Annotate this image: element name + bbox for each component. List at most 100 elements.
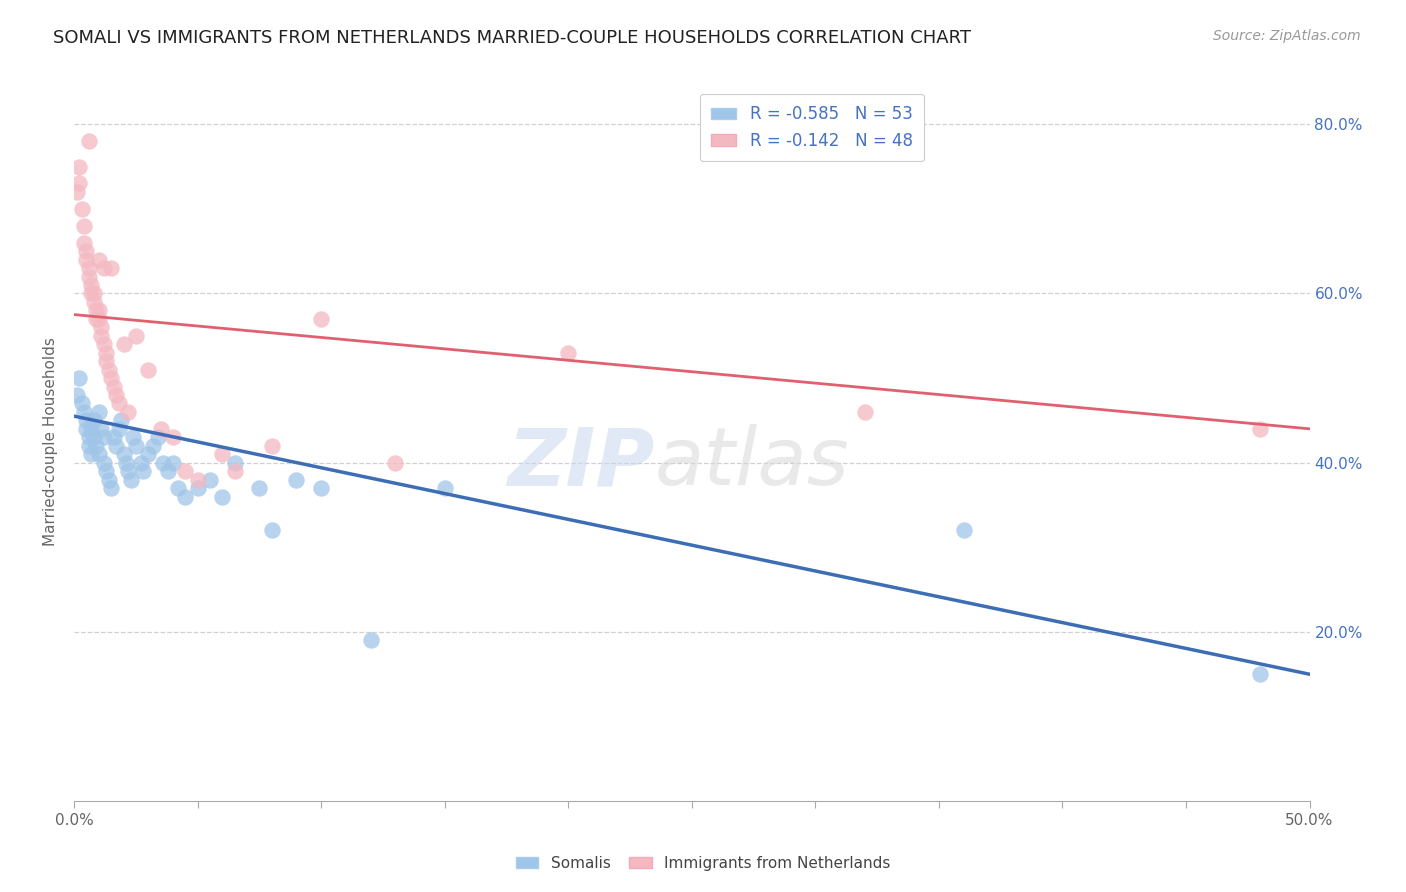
Point [384, 456, 406, 470]
Point [132, 464, 155, 478]
Point [149, 422, 172, 436]
Point [73, 219, 96, 233]
Point [93, 337, 115, 351]
Point [86, 439, 108, 453]
Point [90, 328, 112, 343]
Point [93, 261, 115, 276]
Point [75, 244, 97, 259]
Point [90, 320, 112, 334]
Point [77, 430, 100, 444]
Text: SOMALI VS IMMIGRANTS FROM NETHERLANDS MARRIED-COUPLE HOUSEHOLDS CORRELATION CHAR: SOMALI VS IMMIGRANTS FROM NETHERLANDS MA… [53, 29, 972, 46]
Point [65, 185, 87, 199]
Point [260, 439, 283, 453]
Point [77, 439, 100, 453]
Point [87, 447, 110, 461]
Point [80, 447, 103, 461]
Point [83, 413, 105, 427]
Point [93, 456, 115, 470]
Point [309, 481, 332, 495]
Legend: Somalis, Immigrants from Netherlands: Somalis, Immigrants from Netherlands [509, 850, 897, 877]
Point [75, 422, 97, 436]
Point [67, 177, 90, 191]
Point [156, 464, 179, 478]
Point [96, 354, 118, 368]
Point [187, 481, 209, 495]
Point [122, 430, 145, 444]
Point [224, 464, 246, 478]
Point [100, 481, 122, 495]
Point [125, 328, 148, 343]
Point [83, 286, 105, 301]
Point [142, 439, 165, 453]
Point [1249, 422, 1271, 436]
Point [97, 473, 120, 487]
Point [87, 311, 110, 326]
Point [80, 286, 103, 301]
Point [73, 405, 96, 419]
Point [309, 311, 332, 326]
Point [67, 371, 90, 385]
Point [80, 422, 103, 436]
Point [247, 481, 270, 495]
Point [557, 345, 579, 359]
Point [117, 405, 139, 419]
Point [110, 413, 132, 427]
Point [73, 235, 96, 250]
Point [75, 413, 97, 427]
Text: ZIP: ZIP [508, 424, 655, 502]
Text: atlas: atlas [655, 424, 849, 502]
Point [83, 294, 105, 309]
Point [167, 481, 190, 495]
Point [105, 388, 128, 402]
Y-axis label: Married-couple Households: Married-couple Households [44, 337, 58, 546]
Point [107, 422, 129, 436]
Point [285, 473, 308, 487]
Point [90, 422, 112, 436]
Point [96, 345, 118, 359]
Point [97, 362, 120, 376]
Point [80, 277, 103, 292]
Point [77, 269, 100, 284]
Point [117, 464, 139, 478]
Point [96, 464, 118, 478]
Point [100, 371, 122, 385]
Point [112, 337, 135, 351]
Point [87, 303, 110, 318]
Point [103, 430, 125, 444]
Point [107, 396, 129, 410]
Text: Source: ZipAtlas.com: Source: ZipAtlas.com [1213, 29, 1361, 43]
Point [120, 473, 142, 487]
Point [103, 379, 125, 393]
Point [853, 405, 876, 419]
Point [65, 388, 87, 402]
Point [162, 430, 184, 444]
Point [152, 456, 174, 470]
Point [93, 430, 115, 444]
Point [67, 160, 90, 174]
Point [360, 633, 382, 648]
Point [136, 447, 159, 461]
Point [86, 311, 108, 326]
Point [129, 456, 152, 470]
Point [70, 202, 93, 216]
Point [105, 439, 128, 453]
Point [100, 261, 122, 276]
Point [75, 252, 97, 267]
Point [952, 524, 974, 538]
Point [211, 447, 233, 461]
Point [86, 303, 108, 318]
Point [83, 430, 105, 444]
Point [87, 405, 110, 419]
Legend: R = -0.585   N = 53, R = -0.142   N = 48: R = -0.585 N = 53, R = -0.142 N = 48 [700, 94, 924, 161]
Point [146, 430, 169, 444]
Point [125, 439, 148, 453]
Point [70, 396, 93, 410]
Point [198, 473, 221, 487]
Point [174, 464, 197, 478]
Point [224, 456, 246, 470]
Point [174, 490, 197, 504]
Point [77, 261, 100, 276]
Point [87, 252, 110, 267]
Point [162, 456, 184, 470]
Point [136, 362, 159, 376]
